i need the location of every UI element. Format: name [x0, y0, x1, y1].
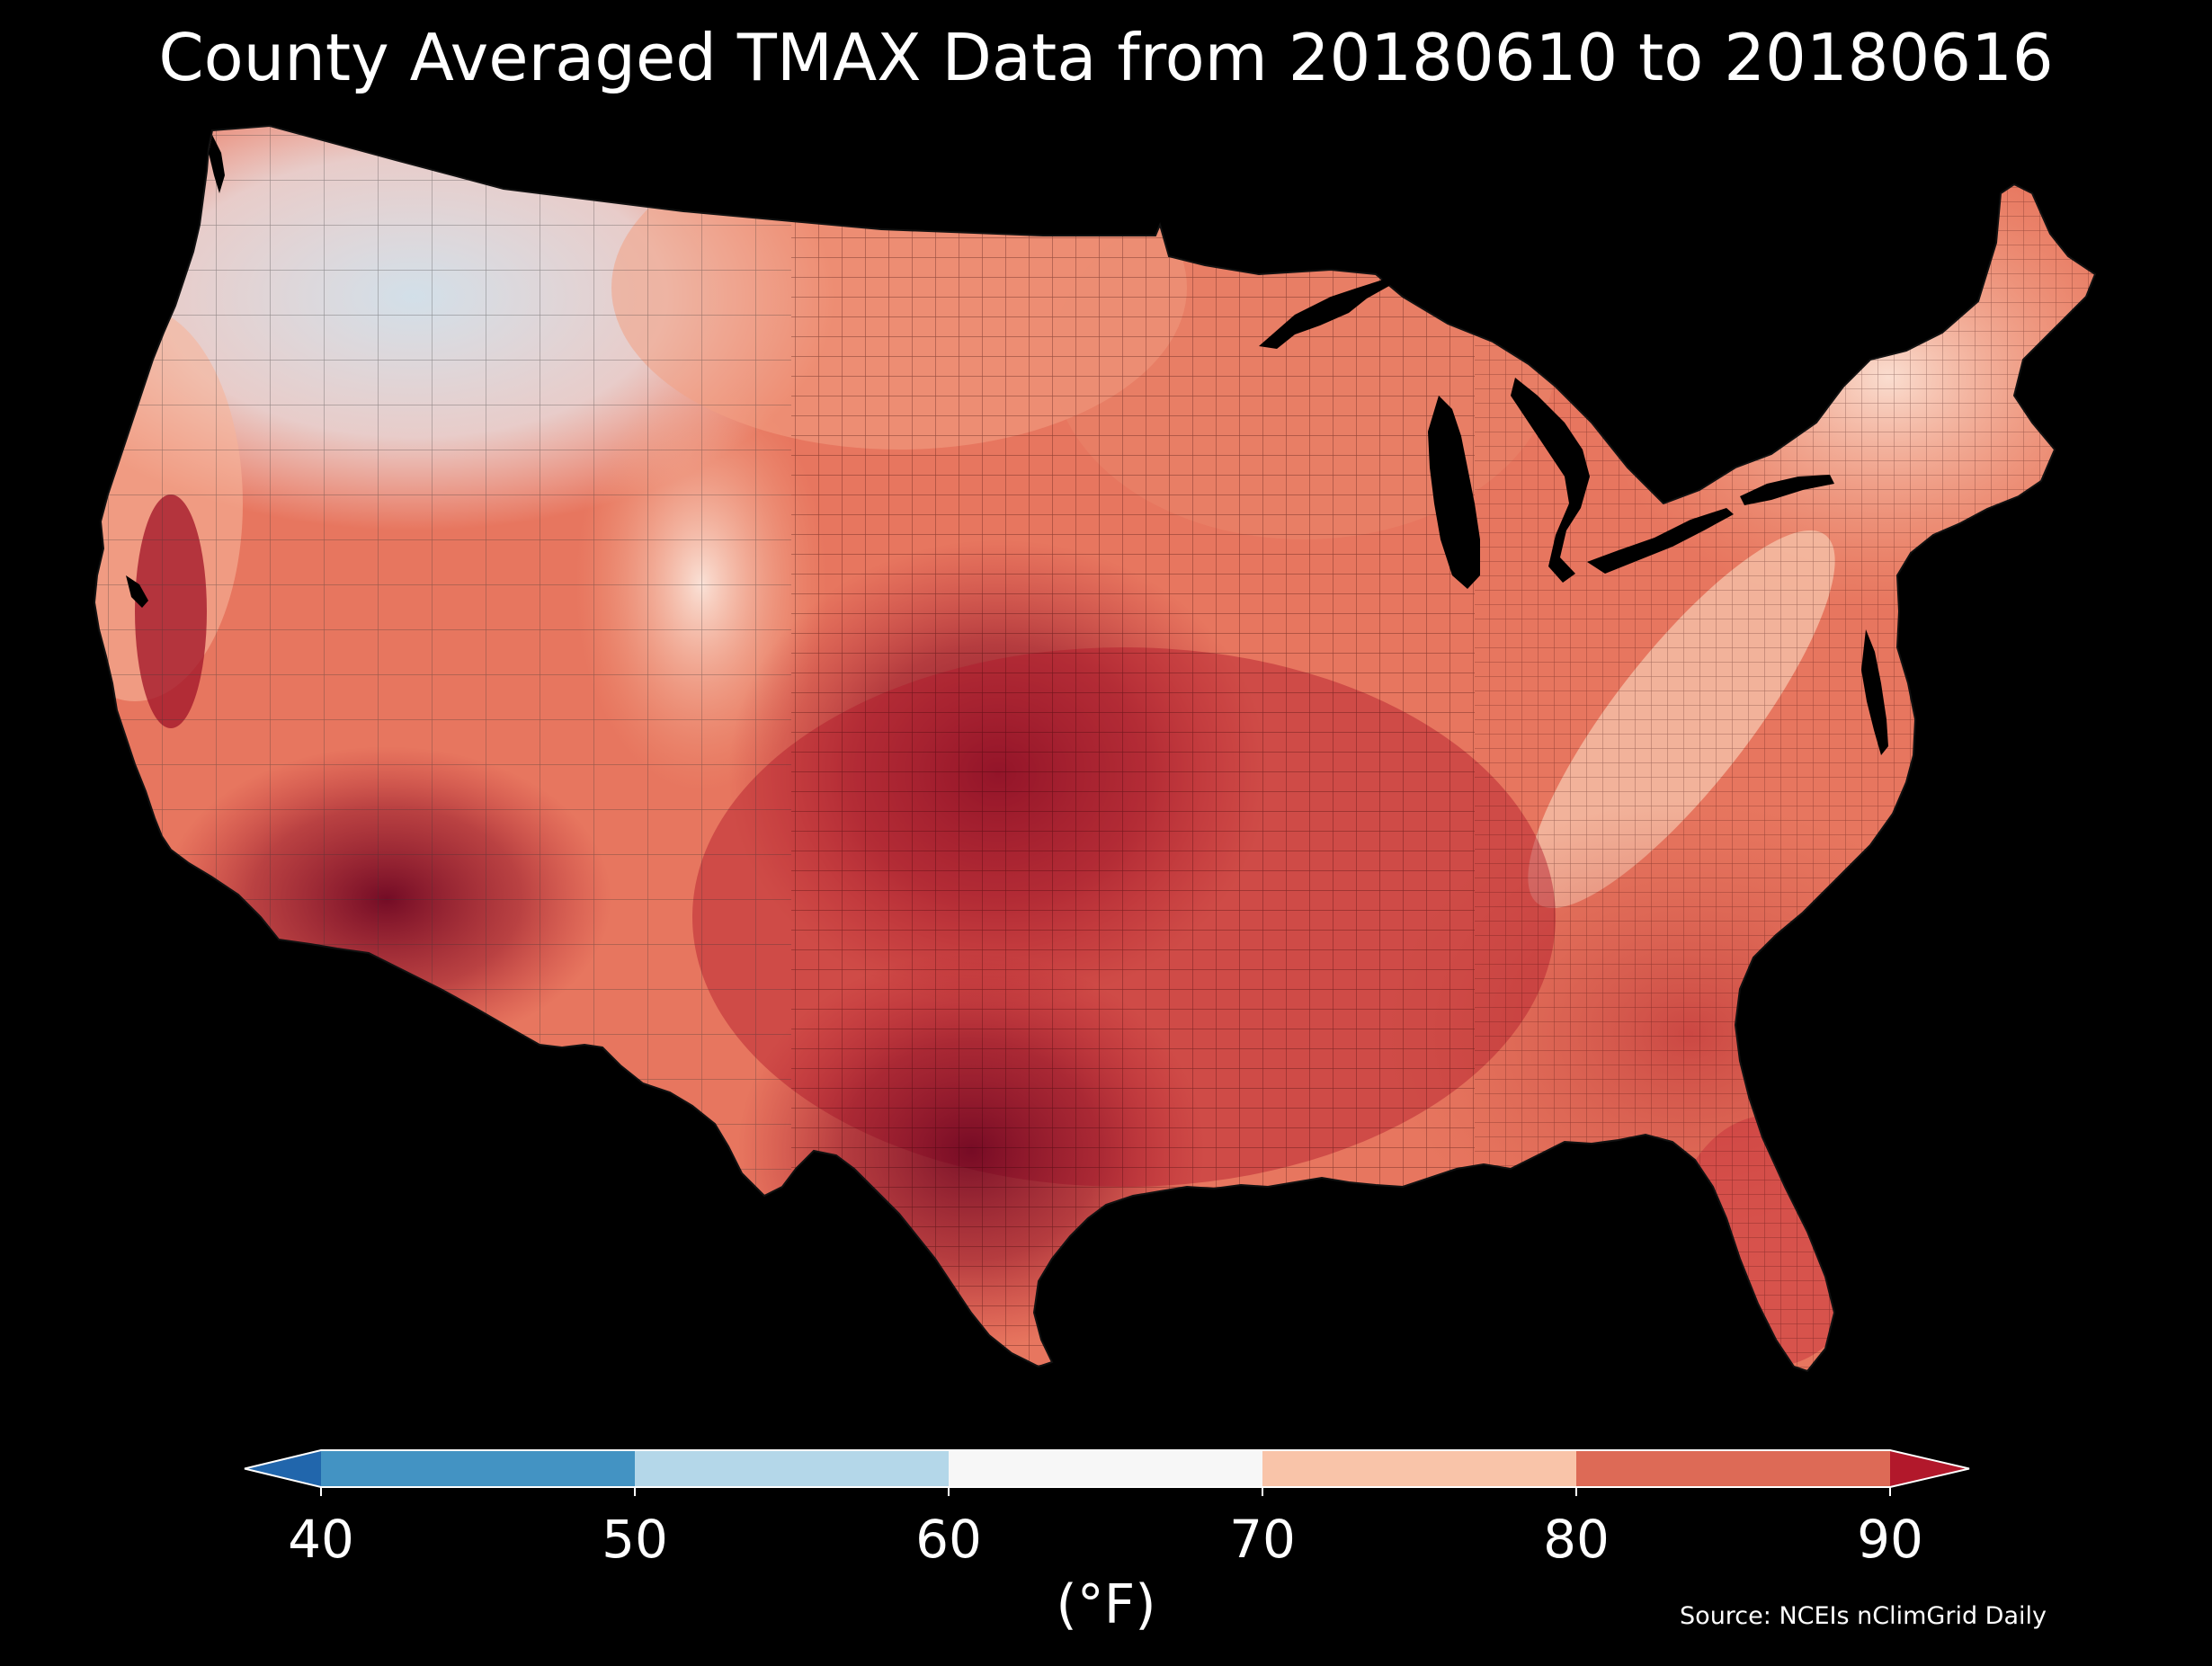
colorbar-tick-label: 40 [288, 1509, 354, 1570]
chesapeake-bay [1861, 629, 1888, 755]
lake-michigan [1428, 396, 1480, 589]
colorbar-over-extension [1890, 1450, 1969, 1487]
colorbar-bin-3 [1262, 1450, 1576, 1487]
colorbar-under-extension [245, 1450, 321, 1487]
colorbar-tick-label: 80 [1543, 1509, 1610, 1570]
colorbar-tick-label: 90 [1857, 1509, 1923, 1570]
county-borders-central [791, 126, 1475, 1371]
colorbar-tick-label: 60 [915, 1509, 982, 1570]
lake-huron [1511, 378, 1590, 583]
lake-erie [1587, 508, 1734, 574]
colorbar-bin-4 [1576, 1450, 1890, 1487]
map-title: County Averaged TMAX Data from 20180610 … [158, 20, 2054, 95]
colorbar-bin-2 [949, 1450, 1262, 1487]
source-credit: Source: NCEIs nClimGrid Daily [1680, 1602, 2047, 1630]
colorbar-units-label: (°F) [1056, 1573, 1156, 1636]
colorbar-bin-0 [321, 1450, 635, 1487]
lake-superior [1259, 270, 1398, 349]
colorbar-bin-1 [635, 1450, 949, 1487]
colorbar-tick-label: 70 [1229, 1509, 1296, 1570]
lake-ontario [1740, 475, 1834, 505]
san-francisco-bay [126, 575, 148, 608]
colorbar-tick-label: 50 [602, 1509, 668, 1570]
puget-sound [209, 135, 225, 193]
us-border [93, 124, 2097, 1373]
